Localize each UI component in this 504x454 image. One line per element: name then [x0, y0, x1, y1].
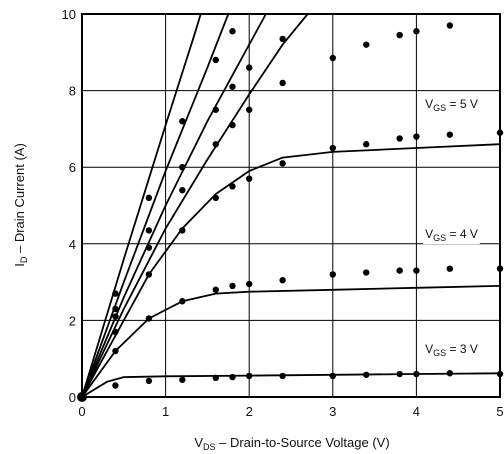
- data-point: [279, 160, 286, 167]
- series-line-1: [81, 372, 501, 398]
- data-point: [145, 315, 153, 322]
- data-point: [279, 79, 286, 87]
- x-tick-label: 5: [496, 404, 503, 419]
- data-point: [112, 382, 119, 389]
- data-point: [229, 282, 236, 290]
- series-line-6: [81, 13, 230, 398]
- data-point: [179, 164, 186, 171]
- data-point: [246, 372, 253, 380]
- plot-frame: [81, 13, 501, 398]
- data-point: [279, 276, 286, 284]
- data-point: [446, 370, 454, 377]
- data-point: [363, 371, 370, 378]
- data-point: [212, 374, 219, 382]
- y-tick-labels: 0 2 4 6 8 10: [62, 7, 76, 405]
- data-point: [413, 267, 420, 274]
- data-point: [446, 22, 454, 29]
- data-point: [112, 347, 119, 355]
- y-tick-label: 4: [69, 237, 76, 252]
- curve-label-bg: [423, 226, 480, 245]
- data-point: [363, 41, 370, 48]
- y-tick-label: 0: [69, 390, 76, 405]
- data-point: [112, 305, 119, 313]
- data-point: [279, 35, 286, 43]
- curve-label: VGS = 5 V: [425, 97, 478, 113]
- series-line-7: [81, 13, 202, 398]
- data-point: [229, 373, 236, 381]
- y-tick-label: 6: [69, 160, 76, 175]
- curve-label: VGS = 3 V: [425, 342, 478, 358]
- data-point: [145, 377, 153, 385]
- data-point: [212, 141, 219, 148]
- data-point: [145, 271, 153, 278]
- y-tick-label: 2: [69, 313, 76, 328]
- data-point: [329, 271, 336, 278]
- data-point: [246, 280, 253, 288]
- data-point: [446, 131, 454, 138]
- data-point: [112, 313, 119, 320]
- x-tick-label: 3: [329, 404, 336, 419]
- x-tick-label: 0: [78, 404, 85, 419]
- data-point: [329, 372, 336, 380]
- data-point: [413, 133, 420, 140]
- data-point: [396, 31, 403, 39]
- data-point: [145, 244, 153, 251]
- data-point: [145, 194, 153, 202]
- curves: [81, 13, 501, 398]
- data-point: [229, 83, 236, 90]
- curve-label: VGS = 4 V: [425, 227, 478, 243]
- data-point: [112, 290, 119, 297]
- data-point: [112, 328, 119, 336]
- data-point: [179, 298, 186, 305]
- curve-label-bg: [423, 340, 480, 359]
- y-tick-label: 10: [62, 7, 76, 22]
- data-point: [413, 28, 420, 35]
- curve-label-bg: [423, 95, 480, 114]
- data-point: [212, 56, 219, 64]
- data-point: [179, 227, 186, 234]
- data-point: [446, 265, 454, 272]
- data-point: [246, 106, 253, 113]
- data-point: [363, 269, 370, 276]
- data-point: [413, 370, 420, 378]
- data-point: [329, 144, 336, 152]
- data-point: [363, 141, 370, 148]
- series-line-2: [81, 285, 501, 398]
- data-point: [212, 106, 219, 113]
- x-tick-label: 1: [162, 404, 169, 419]
- data-point: [246, 64, 253, 71]
- data-point: [246, 175, 253, 182]
- data-point: [229, 183, 236, 190]
- x-axis-title: VDS – Drain-to-Source Voltage (V): [194, 435, 389, 452]
- data-point: [329, 54, 336, 62]
- data-point: [396, 267, 403, 274]
- series-line-3: [81, 143, 501, 398]
- y-axis-title: ID – Drain Current (A): [12, 143, 29, 267]
- grid: [82, 14, 500, 397]
- data-point: [396, 135, 403, 142]
- data-point: [179, 186, 186, 194]
- series-line-4: [81, 13, 309, 398]
- data-point: [212, 194, 219, 202]
- data-point: [179, 376, 186, 383]
- data-point: [279, 372, 286, 380]
- x-tick-labels: 0 1 2 3 4 5: [78, 404, 503, 419]
- data-point: [145, 227, 153, 234]
- data-point: [229, 121, 236, 129]
- x-tick-label: 4: [413, 404, 420, 419]
- data-point: [396, 370, 403, 378]
- y-tick-label: 8: [69, 84, 76, 99]
- curve-labels: VGS = 5 V VGS = 4 V VGS = 3 V: [423, 95, 480, 359]
- data-point: [179, 118, 186, 125]
- data-point: [212, 286, 219, 293]
- data-point: [229, 28, 236, 35]
- x-tick-label: 2: [246, 404, 253, 419]
